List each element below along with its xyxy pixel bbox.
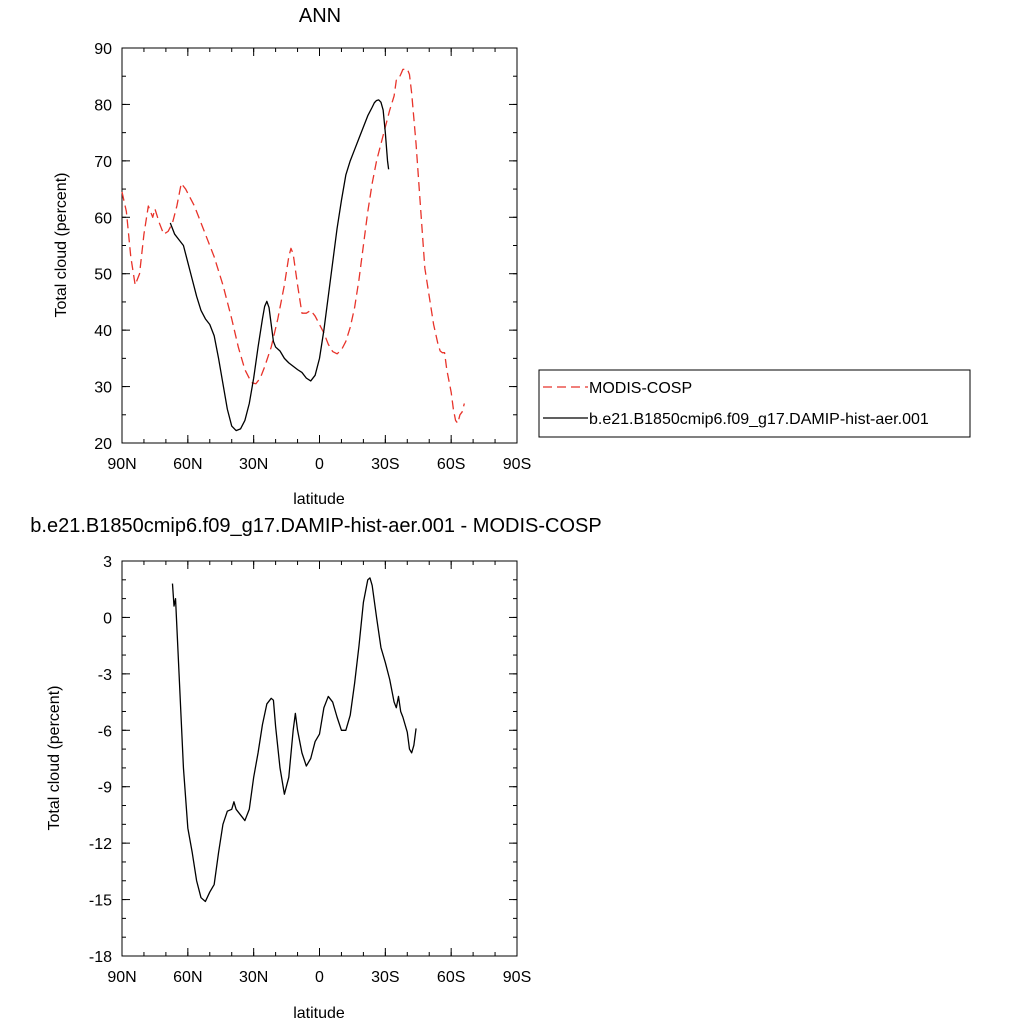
top-x-tick-label: 90N	[107, 456, 136, 473]
legend: MODIS-COSP b.e21.B1850cmip6.f09_g17.DAMI…	[538, 369, 971, 438]
top-x-tick-label: 90S	[503, 456, 531, 473]
top-x-tick-label: 30S	[371, 456, 399, 473]
bottom-panel: b.e21.B1850cmip6.f09_g17.DAMIP-hist-aer.…	[30, 515, 601, 1022]
top-y-tick-label: 50	[94, 267, 112, 284]
top-series-line-solid-1	[169, 99, 390, 432]
top-y-tick-label: 20	[94, 436, 112, 453]
bottom-x-tick-label: 90N	[107, 969, 136, 986]
legend-label-model: b.e21.B1850cmip6.f09_g17.DAMIP-hist-aer.…	[589, 411, 929, 428]
top-ticks: 90N 60N 30N 0 30S 60S 90S 20 30 40 50 60 70 80 90	[94, 41, 531, 473]
bottom-x-tick-label: 0	[315, 969, 324, 986]
bottom-y-tick-label: -3	[98, 667, 112, 684]
bottom-y-tick-label: -18	[89, 949, 112, 966]
bottom-x-tick-label: 60S	[437, 969, 465, 986]
bottom-y-tick-label: -12	[89, 836, 112, 853]
bottom-x-axis-label: latitude	[293, 1005, 345, 1022]
top-y-tick-label: 60	[94, 210, 112, 227]
top-series-line-dashed-0	[121, 68, 465, 424]
top-y-tick-label: 70	[94, 154, 112, 171]
top-chart-title: ANN	[299, 5, 341, 27]
top-y-tick-label: 80	[94, 97, 112, 114]
legend-box	[538, 369, 971, 438]
bottom-plot-frame	[121, 560, 518, 957]
bottom-series-line-solid-0	[171, 577, 417, 903]
bottom-y-tick-label: -9	[98, 780, 112, 797]
top-x-tick-label: 30N	[239, 456, 268, 473]
bottom-x-tick-label: 90S	[503, 969, 531, 986]
top-x-axis-label: latitude	[293, 491, 345, 508]
legend-label-modis: MODIS-COSP	[589, 380, 692, 397]
top-series-group	[121, 68, 465, 432]
bottom-series-group	[171, 577, 417, 903]
bottom-y-tick-label: 3	[103, 554, 112, 571]
bottom-y-tick-label: -6	[98, 723, 112, 740]
bottom-y-tick-label: 0	[103, 610, 112, 627]
bottom-y-tick-label: -15	[89, 893, 112, 910]
bottom-x-tick-label: 30S	[371, 969, 399, 986]
bottom-ticks: 90N 60N 30N 0 30S 60S 90S -18 -15 -12 -9 -6 -3 0 3	[89, 554, 531, 986]
bottom-x-tick-label: 30N	[239, 969, 268, 986]
top-panel: ANN 90N 60N 30N 0 30S 60S 90S2030405060708090 …	[53, 5, 531, 508]
top-plot-frame	[121, 47, 518, 444]
bottom-x-tick-label: 60N	[173, 969, 202, 986]
top-x-tick-label: 60N	[173, 456, 202, 473]
top-y-axis-label: Total cloud (percent)	[53, 173, 70, 318]
top-y-tick-label: 90	[94, 41, 112, 58]
bottom-y-axis-label: Total cloud (percent)	[46, 686, 63, 831]
top-y-tick-label: 30	[94, 380, 112, 397]
bottom-chart-title: b.e21.B1850cmip6.f09_g17.DAMIP-hist-aer.…	[30, 515, 601, 537]
top-x-tick-label: 60S	[437, 456, 465, 473]
top-x-tick-label: 0	[315, 456, 324, 473]
top-y-tick-label: 40	[94, 323, 112, 340]
